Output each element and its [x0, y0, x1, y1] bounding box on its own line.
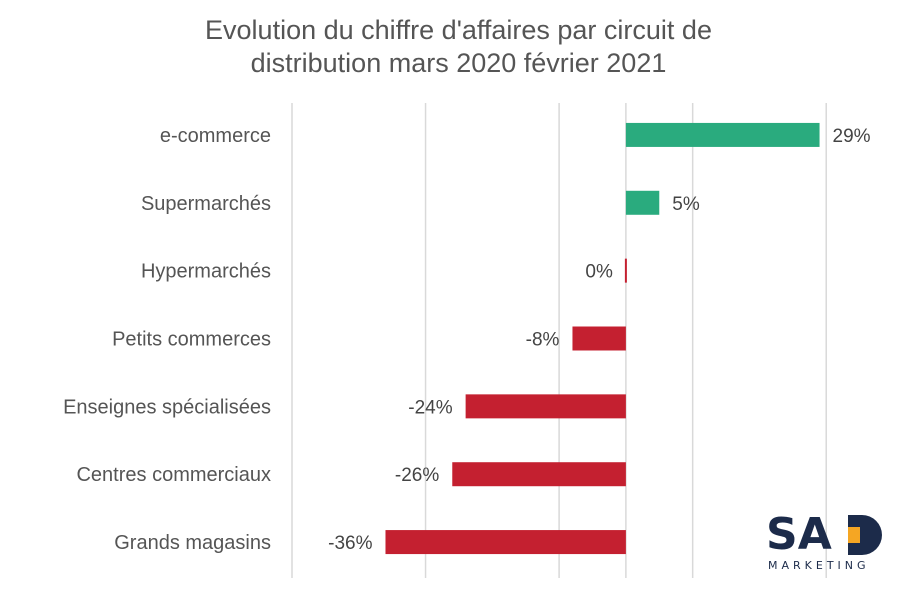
category-label: Supermarchés	[141, 193, 271, 215]
logo-letters: SA	[766, 509, 832, 560]
bar	[385, 530, 626, 555]
value-label: 29%	[833, 126, 871, 147]
value-label: 0%	[585, 262, 613, 283]
bar	[624, 258, 627, 283]
logo-d-mark	[848, 515, 882, 555]
chart-title-line-1: Evolution du chiffre d'affaires par circ…	[205, 15, 712, 45]
bars	[385, 122, 820, 555]
value-label: -36%	[328, 533, 372, 554]
labels: e-commerce 29% Supermarchés 5% Hypermarchés 0…	[63, 125, 871, 554]
category-label: Hypermarchés	[141, 261, 271, 283]
bar	[625, 190, 660, 215]
sad-marketing-logo: SA MARKETING	[766, 509, 882, 572]
value-label: -24%	[408, 397, 452, 418]
category-label: Enseignes spécialisées	[63, 396, 271, 418]
bar	[625, 122, 820, 147]
category-label: e-commerce	[160, 125, 271, 147]
bar	[572, 326, 626, 351]
bar	[452, 462, 626, 487]
category-label: Centres commerciaux	[76, 464, 271, 486]
value-label: -26%	[395, 465, 439, 486]
value-label: 5%	[672, 194, 700, 215]
gridlines	[291, 103, 827, 578]
chart-title: Evolution du chiffre d'affaires par circ…	[0, 14, 917, 80]
logo-subtitle: MARKETING	[768, 559, 870, 572]
bar	[465, 394, 626, 419]
category-label: Petits commerces	[112, 329, 271, 351]
category-label: Grands magasins	[114, 532, 271, 554]
chart-title-line-2: distribution mars 2020 février 2021	[250, 48, 667, 78]
value-label: -8%	[526, 330, 560, 351]
